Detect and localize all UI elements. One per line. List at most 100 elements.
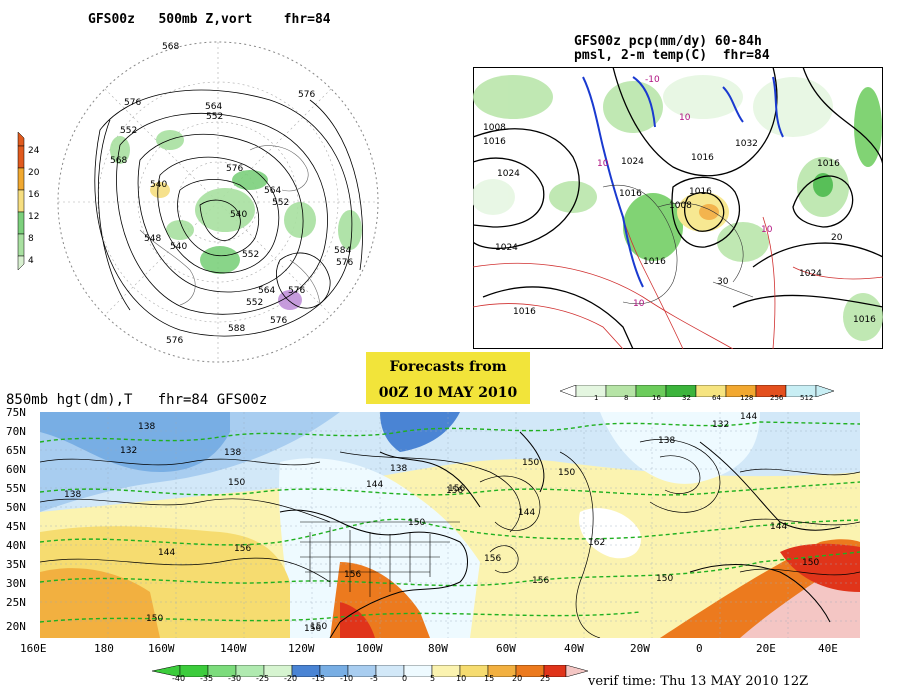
temp-scale-label: -40 [172, 674, 186, 683]
height-label: 144 [366, 480, 384, 490]
height-label: 156 [484, 554, 502, 564]
contour-label: 552 [206, 112, 224, 122]
temp-label: -10 [645, 75, 660, 85]
height-label: 150 [146, 614, 164, 624]
isobar-label: 1016 [513, 307, 536, 317]
precip-scale-label: 256 [770, 394, 784, 402]
lat-label: 40N [6, 539, 26, 552]
lat-label: 60N [6, 463, 26, 476]
lon-label: 140W [220, 642, 247, 655]
isobar-label: 1008 [669, 201, 692, 211]
height-label: 156 [532, 576, 550, 586]
precip-colorbar: 1 8 16 32 64 128 256 512 [559, 382, 850, 406]
height-label: 144 [518, 508, 536, 518]
lat-label: 45N [6, 520, 26, 533]
lon-label: 40W [564, 642, 584, 655]
isobar-label: 1016 [817, 159, 840, 169]
precip-scale-label: 8 [624, 394, 629, 402]
isobar-label: 1016 [483, 137, 506, 147]
isobar-label: 1024 [497, 169, 520, 179]
vort-colorbar-graphic [17, 131, 25, 271]
height-label: 144 [740, 412, 758, 422]
contour-label: 584 [334, 246, 352, 256]
vort-scale-label: 12 [28, 212, 40, 222]
lat-label: 50N [6, 501, 26, 514]
isobar-label: 1024 [621, 157, 644, 167]
lon-label: 100W [356, 642, 383, 655]
lat-label: 20N [6, 620, 26, 633]
contour-label: 540 [230, 210, 248, 220]
temp-label: 10 [679, 113, 691, 123]
lon-label: 160E [20, 642, 47, 655]
temp-label: 10 [761, 225, 773, 235]
temp-scale-label: -30 [228, 674, 242, 683]
polar-500mb-map [57, 41, 379, 363]
precip-scale-label: 1 [594, 394, 599, 402]
height-label: 162 [588, 538, 606, 548]
contour-label: 568 [162, 42, 180, 52]
pcp-pmsl-map [473, 67, 883, 349]
polar-map-labels: 568 576 564 552 552 576 568 540 576 564 … [50, 30, 390, 370]
temp-scale-label: -5 [370, 674, 378, 683]
height-label: 150 [656, 574, 674, 584]
height-label: 138 [390, 464, 408, 474]
temp-label: 10 [633, 299, 645, 309]
isobar-label: 1016 [691, 153, 714, 163]
height-label: 138 [64, 490, 82, 500]
hgt-map-labels: 138 132 138 138 150 144 156 150 156 138 … [40, 412, 860, 638]
isobar-label: 1024 [495, 243, 518, 253]
height-label: 150 [310, 622, 328, 632]
isobar-label: 1016 [689, 187, 712, 197]
temp-scale-label: -15 [312, 674, 326, 683]
precip-scale-label: 16 [652, 394, 661, 402]
height-label: 156 [446, 486, 464, 496]
lat-label: 35N [6, 558, 26, 571]
isobar-label: 1008 [483, 123, 506, 133]
isobar-label: 1016 [853, 315, 876, 325]
isobar-label: 1024 [799, 269, 822, 279]
panel-pcp-title-line2: pmsl, 2-m temp(C) fhr=84 [574, 48, 770, 63]
temp-label: 20 [831, 233, 843, 243]
lat-label: 25N [6, 596, 26, 609]
vort-scale-label: 8 [28, 234, 34, 244]
isobar-label: 1032 [735, 139, 758, 149]
lon-label: 80W [428, 642, 448, 655]
contour-label: 540 [150, 180, 168, 190]
temp-scale-label: -10 [340, 674, 354, 683]
lon-label: 60W [496, 642, 516, 655]
precip-scale-label: 32 [682, 394, 691, 402]
lon-axis: 160E 180 160W 140W 120W 100W 80W 60W 40W… [20, 642, 880, 656]
lat-label: 70N [6, 425, 26, 438]
lon-label: 120W [288, 642, 315, 655]
banner-line2: 00Z 10 MAY 2010 [378, 385, 518, 401]
lon-label: 180 [94, 642, 114, 655]
temp-scale-label: 0 [402, 674, 408, 683]
contour-label: 576 [288, 286, 306, 296]
precip-scale-label: 128 [740, 394, 754, 402]
height-label: 150 [558, 468, 576, 478]
lon-label: 160W [148, 642, 175, 655]
height-label: 150 [228, 478, 246, 488]
temp-colorbar: -40 -35 -30 -25 -20 -15 -10 -5 0 5 10 15… [151, 662, 592, 686]
height-label: 156 [234, 544, 252, 554]
contour-label: 576 [298, 90, 316, 100]
contour-label: 548 [144, 234, 162, 244]
contour-label: 564 [205, 102, 223, 112]
lat-label: 30N [6, 577, 26, 590]
contour-label: 564 [258, 286, 276, 296]
lat-label: 55N [6, 482, 26, 495]
contour-label: 576 [336, 258, 354, 268]
temp-scale-label: 15 [484, 674, 495, 683]
height-label: 156 [344, 570, 362, 580]
contour-label: 552 [120, 126, 138, 136]
lon-label: 40E [818, 642, 838, 655]
lat-axis: 75N 70N 65N 60N 55N 50N 45N 40N 35N 30N … [6, 406, 40, 642]
height-label: 150 [408, 518, 426, 528]
lon-label: 0 [696, 642, 703, 655]
height-label: 138 [224, 448, 242, 458]
contour-label: 552 [272, 198, 290, 208]
vort-scale-label: 4 [28, 256, 34, 266]
pcp-map-labels: 1008 1016 1024 1024 1016 1032 1016 1016 … [473, 67, 883, 349]
height-label: 132 [712, 420, 730, 430]
contour-label: 564 [264, 186, 282, 196]
